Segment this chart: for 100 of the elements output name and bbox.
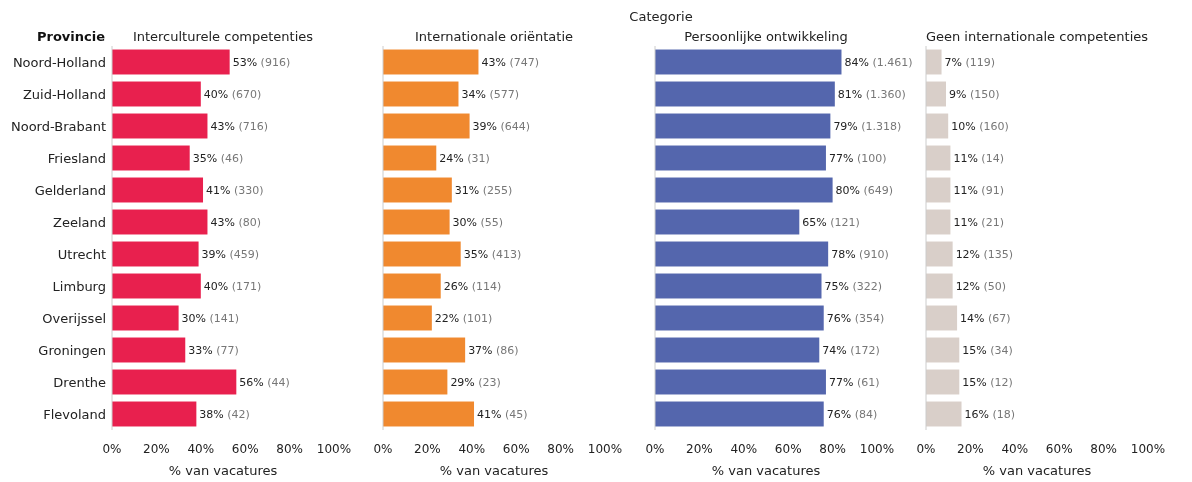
bar — [926, 369, 960, 395]
x-tick-label: 20% — [143, 442, 170, 456]
data-label: 15% (34) — [962, 343, 1013, 357]
x-axis-title: % van vacatures — [982, 463, 1092, 478]
y-tick-label: Gelderland — [34, 182, 106, 198]
data-label: 80% (649) — [835, 183, 894, 197]
data-label: 39% (644) — [472, 119, 531, 133]
data-label: 7% (119) — [944, 55, 996, 69]
bar — [112, 273, 201, 299]
x-tick-label: 100% — [859, 442, 895, 456]
data-label: 31% (255) — [454, 183, 513, 197]
bar — [926, 273, 953, 299]
data-label: 43% (716) — [210, 119, 268, 133]
bar — [655, 113, 831, 139]
chart-title: Geen internationale competenties — [925, 29, 1149, 44]
x-tick-label: 80% — [1090, 442, 1117, 456]
chart-title: Internationale oriëntatie — [414, 29, 574, 44]
data-label: 65% (121) — [802, 215, 860, 229]
bar — [112, 401, 197, 427]
x-tick-label: 0% — [373, 442, 393, 456]
bar — [383, 81, 459, 107]
x-tick-label: 20% — [957, 442, 984, 456]
bar — [926, 81, 946, 107]
bar — [383, 145, 437, 171]
data-label: 12% (135) — [955, 247, 1014, 261]
bar — [926, 145, 951, 171]
data-label: 11% (14) — [953, 151, 1004, 165]
bar — [926, 241, 953, 267]
x-tick-label: 60% — [1045, 442, 1073, 456]
data-label: 15% (12) — [962, 375, 1013, 389]
x-tick-label: 60% — [231, 442, 259, 456]
data-label: 38% (42) — [199, 407, 250, 421]
y-tick-label: Groningen — [38, 342, 106, 358]
bar — [383, 177, 452, 203]
data-label: 35% (46) — [192, 151, 244, 165]
bar — [383, 113, 470, 139]
data-label: 14% (67) — [960, 311, 1011, 325]
data-label: 40% (670) — [203, 87, 262, 101]
data-label: 79% (1.318) — [833, 119, 902, 133]
data-label: 16% (18) — [964, 407, 1016, 421]
bar — [112, 113, 208, 139]
x-tick-label: 40% — [730, 442, 758, 456]
bar — [655, 177, 833, 203]
data-label: 81% (1.360) — [837, 87, 906, 101]
chart-title: Interculturele competenties — [132, 29, 314, 44]
data-label: 9% (150) — [948, 87, 1000, 101]
data-label: 30% (55) — [452, 215, 504, 229]
bar — [112, 49, 230, 75]
bar — [112, 337, 186, 363]
data-label: 35% (413) — [463, 247, 522, 261]
data-label: 37% (86) — [468, 343, 519, 357]
y-tick-label: Utrecht — [57, 246, 106, 262]
bar — [655, 337, 820, 363]
data-label: 24% (31) — [439, 151, 490, 165]
bar — [926, 209, 951, 235]
data-label: 84% (1.461) — [844, 55, 913, 69]
data-label: 34% (577) — [461, 87, 520, 101]
x-tick-label: 40% — [187, 442, 215, 456]
x-tick-label: 20% — [414, 442, 441, 456]
data-label: 78% (910) — [831, 247, 889, 261]
data-label: 11% (21) — [953, 215, 1004, 229]
data-label: 33% (77) — [188, 343, 239, 357]
data-label: 53% (916) — [232, 55, 291, 69]
x-tick-label: 40% — [458, 442, 486, 456]
bar — [383, 401, 475, 427]
x-tick-label: 80% — [276, 442, 303, 456]
y-tick-label: Drenthe — [53, 374, 106, 390]
data-label: 41% (45) — [477, 407, 528, 421]
x-tick-label: 0% — [645, 442, 665, 456]
data-label: 39% (459) — [201, 247, 260, 261]
bar — [655, 305, 824, 331]
data-label: 26% (114) — [443, 279, 502, 293]
x-tick-label: 0% — [102, 442, 122, 456]
y-tick-label: Noord-Holland — [12, 54, 106, 70]
bar — [926, 113, 949, 139]
bar — [112, 177, 204, 203]
bar — [655, 273, 822, 299]
data-label: 40% (171) — [203, 279, 262, 293]
data-label: 56% (44) — [239, 375, 290, 389]
x-tick-label: 80% — [547, 442, 574, 456]
bar — [112, 369, 237, 395]
data-label: 76% (354) — [826, 311, 885, 325]
data-label: 11% (91) — [953, 183, 1004, 197]
chart-title: Persoonlijke ontwikkeling — [684, 29, 848, 44]
x-tick-label: 60% — [502, 442, 530, 456]
y-tick-label: Overijssel — [42, 310, 106, 326]
y-tick-label: Zuid-Holland — [22, 86, 106, 102]
bar — [383, 305, 432, 331]
bar — [383, 241, 461, 267]
x-tick-label: 80% — [819, 442, 846, 456]
bar — [112, 209, 208, 235]
data-label: 29% (23) — [450, 375, 501, 389]
x-tick-label: 100% — [316, 442, 352, 456]
x-tick-label: 20% — [686, 442, 713, 456]
y-axis-title: Provincie — [36, 29, 106, 44]
data-label: 10% (160) — [951, 119, 1009, 133]
bar — [655, 81, 835, 107]
x-tick-label: 0% — [916, 442, 936, 456]
bar — [655, 241, 829, 267]
data-label: 77% (61) — [828, 375, 880, 389]
